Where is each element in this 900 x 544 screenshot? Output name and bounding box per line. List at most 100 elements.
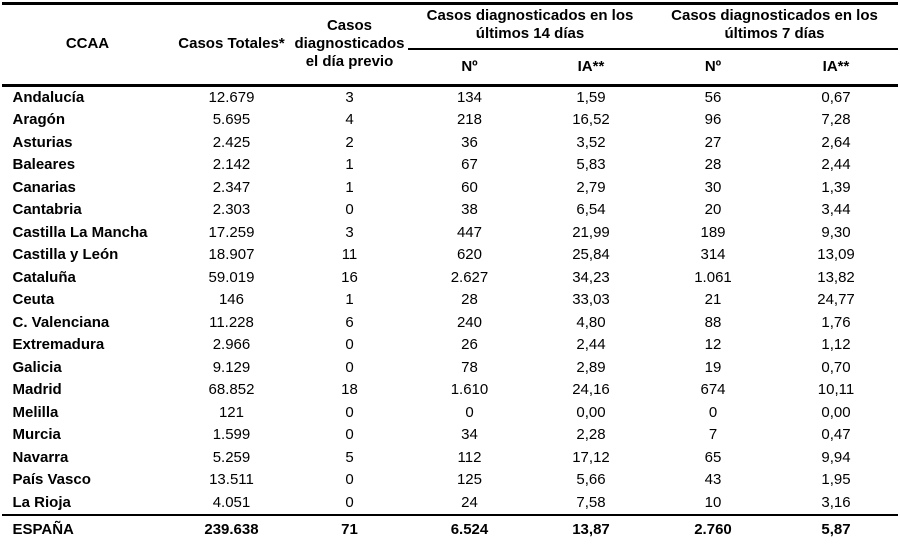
value-cell: 16 [341, 268, 358, 286]
value-cell: 12.679 [208, 88, 255, 106]
value-cell: 4 [345, 111, 354, 128]
value-cell: 10,11 [817, 381, 855, 398]
value-cell: 33,03 [572, 291, 610, 308]
value-cell: 2,64 [821, 133, 851, 151]
value-cell: 18.907 [208, 246, 255, 263]
table-row: Ceuta 146 1 28 33,03 21 24,77 [2, 289, 897, 312]
table-body: Andalucía 12.679 3 134 1,59 56 0,67 Aragón 5.695… [2, 85, 897, 515]
table-row: Aragón 5.695 4 218 16,52 96 7,28 [2, 109, 897, 132]
total-region-cell: ESPAÑA [12, 521, 74, 538]
value-cell: 60 [461, 178, 478, 196]
value-cell: 189 [700, 223, 726, 241]
region-cell: Cantabria [12, 201, 82, 218]
value-cell: 7 [708, 426, 718, 443]
value-cell: 0 [345, 201, 354, 218]
value-cell: 2,44 [821, 156, 851, 173]
value-cell: 67 [461, 156, 478, 173]
value-cell: 3 [345, 88, 354, 106]
value-cell: 314 [700, 246, 726, 263]
value-cell: 7,28 [821, 111, 851, 128]
value-cell: 2.303 [212, 201, 251, 218]
value-cell: 9,30 [821, 223, 851, 241]
table-row: Andalucía 12.679 3 134 1,59 56 0,67 [2, 85, 897, 109]
table-header: CCAA Casos Totales* Casos diagnosticados… [2, 3, 898, 85]
value-cell: 11 [341, 246, 358, 263]
value-cell: 1,59 [576, 88, 606, 106]
value-cell: 56 [704, 88, 722, 106]
value-cell: 0,47 [821, 426, 851, 443]
value-cell: 59.019 [208, 268, 255, 286]
value-cell: 1,95 [821, 471, 851, 488]
region-cell: Melilla [12, 403, 59, 421]
value-cell: 7,58 [576, 493, 606, 511]
value-cell: 4,80 [576, 313, 606, 331]
total-value-cell: 5,87 [821, 521, 851, 538]
value-cell: 2,79 [576, 178, 606, 196]
value-cell: 10 [704, 493, 722, 511]
value-cell: 88 [704, 313, 722, 331]
value-cell: 0 [345, 358, 354, 376]
table-row: Melilla 121 0 0 0,00 0 0,00 [2, 402, 897, 425]
value-cell: 3 [345, 223, 354, 241]
value-cell: 96 [704, 111, 722, 128]
value-cell: 5.695 [212, 111, 251, 128]
value-cell: 5,83 [576, 156, 606, 173]
value-cell: 6 [345, 313, 354, 331]
value-cell: 1,39 [821, 178, 851, 196]
value-cell: 4.051 [212, 493, 251, 511]
value-cell: 36 [461, 133, 478, 151]
value-cell: 0,00 [576, 403, 606, 421]
total-value-cell: 239.638 [204, 521, 259, 538]
value-cell: 43 [704, 471, 722, 488]
table-row: Cantabria 2.303 0 38 6,54 20 3,44 [2, 199, 897, 222]
total-row: ESPAÑA 239.638 71 6.524 13,87 2.760 5,87 [2, 515, 898, 544]
col-group-ultimos-14-dias: Casos diagnosticados en los últimos 14 d… [408, 3, 652, 50]
value-cell: 0 [465, 403, 474, 421]
total-value-cell: 13,87 [572, 521, 610, 538]
table-row: Murcia 1.599 0 34 2,28 7 0,47 [2, 424, 897, 447]
value-cell: 20 [704, 201, 722, 218]
table-row: Navarra 5.259 5 112 17,12 65 9,94 [2, 447, 897, 470]
value-cell: 0 [345, 426, 354, 443]
value-cell: 2.142 [212, 156, 251, 173]
value-cell: 13.511 [209, 471, 254, 488]
total-value-cell: 71 [341, 521, 358, 538]
value-cell: 447 [456, 223, 482, 241]
value-cell: 5 [345, 448, 354, 466]
value-cell: 620 [456, 246, 482, 263]
value-cell: 18 [341, 381, 358, 398]
value-cell: 121 [218, 403, 244, 421]
region-cell: Extremadura [12, 336, 105, 353]
table-footer: ESPAÑA 239.638 71 6.524 13,87 2.760 5,87 [2, 515, 898, 544]
value-cell: 6,54 [576, 201, 606, 218]
value-cell: 218 [456, 111, 482, 128]
value-cell: 11.228 [209, 313, 254, 331]
value-cell: 2.966 [212, 336, 251, 353]
table-row: Galicia 9.129 0 78 2,89 19 0,70 [2, 357, 897, 380]
table-row: La Rioja 4.051 0 24 7,58 10 3,16 [2, 492, 897, 516]
value-cell: 12 [704, 336, 722, 353]
col-header-n-14dias: Nº [461, 57, 478, 75]
region-cell: Baleares [12, 156, 76, 173]
value-cell: 19 [704, 358, 722, 376]
col-header-ia-14dias: IA** [577, 57, 605, 75]
value-cell: 30 [704, 178, 722, 196]
value-cell: 9.129 [212, 358, 251, 376]
value-cell: 240 [456, 313, 482, 331]
region-cell: Cataluña [12, 268, 76, 286]
value-cell: 16,52 [572, 111, 610, 128]
table-row: Baleares 2.142 1 67 5,83 28 2,44 [2, 154, 897, 177]
col-header-n-7dias: Nº [704, 57, 722, 75]
region-cell: Castilla La Mancha [12, 223, 148, 241]
col-header-casos-totales: Casos Totales* [178, 35, 285, 53]
value-cell: 34 [461, 426, 478, 443]
value-cell: 0 [345, 403, 354, 421]
region-cell: Asturias [12, 133, 73, 151]
value-cell: 34,23 [572, 268, 610, 286]
value-cell: 0 [345, 336, 354, 353]
value-cell: 2.347 [212, 178, 251, 196]
value-cell: 25,84 [572, 246, 610, 263]
region-cell: País Vasco [12, 471, 91, 488]
total-value-cell: 2.760 [694, 521, 732, 538]
